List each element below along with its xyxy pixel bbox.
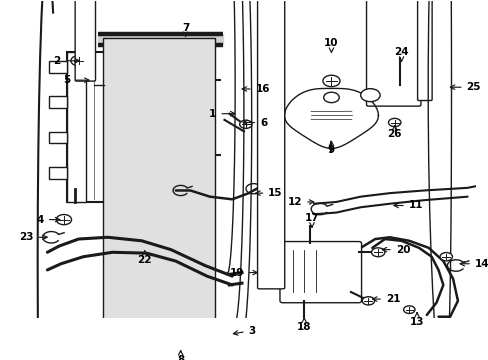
Text: 9: 9: [327, 141, 334, 155]
Polygon shape: [284, 89, 378, 148]
Text: 20: 20: [382, 245, 409, 255]
Text: 10: 10: [324, 39, 338, 52]
Bar: [67, 52, 86, 202]
Text: 6: 6: [243, 117, 267, 127]
Text: 26: 26: [386, 126, 401, 139]
Circle shape: [403, 306, 414, 314]
Text: 25: 25: [449, 82, 480, 92]
Text: 4: 4: [37, 215, 60, 225]
Text: 24: 24: [393, 47, 408, 61]
Text: 23: 23: [19, 232, 47, 242]
Text: 17: 17: [304, 213, 319, 227]
Text: 2: 2: [54, 56, 79, 66]
FancyBboxPatch shape: [417, 0, 431, 100]
FancyBboxPatch shape: [49, 132, 67, 143]
Circle shape: [218, 331, 234, 341]
Text: 7: 7: [182, 23, 189, 36]
FancyBboxPatch shape: [280, 242, 361, 303]
Bar: [67, 52, 209, 202]
Circle shape: [71, 56, 86, 66]
Text: 12: 12: [287, 197, 313, 207]
FancyBboxPatch shape: [102, 38, 214, 345]
Text: 14: 14: [459, 259, 488, 269]
Circle shape: [439, 253, 451, 261]
Circle shape: [360, 89, 379, 102]
FancyBboxPatch shape: [49, 167, 67, 179]
Text: 5: 5: [63, 75, 89, 85]
Circle shape: [239, 120, 251, 129]
Circle shape: [371, 248, 384, 257]
Text: 3: 3: [233, 325, 255, 336]
Circle shape: [362, 297, 374, 305]
FancyBboxPatch shape: [49, 61, 67, 73]
FancyBboxPatch shape: [49, 96, 67, 108]
Polygon shape: [427, 0, 450, 360]
Text: 11: 11: [393, 201, 423, 211]
Text: 15: 15: [255, 188, 282, 198]
FancyBboxPatch shape: [257, 0, 284, 289]
Text: 18: 18: [296, 318, 311, 332]
Text: 13: 13: [409, 313, 424, 327]
Circle shape: [388, 118, 400, 127]
Text: 21: 21: [372, 294, 400, 304]
Text: 19: 19: [229, 267, 257, 278]
Circle shape: [322, 75, 339, 87]
Text: 22: 22: [137, 251, 152, 265]
FancyBboxPatch shape: [366, 0, 420, 106]
Circle shape: [56, 215, 71, 225]
FancyBboxPatch shape: [75, 0, 95, 81]
Text: 8: 8: [177, 351, 184, 360]
Text: 16: 16: [242, 84, 269, 94]
Text: 1: 1: [209, 109, 234, 119]
